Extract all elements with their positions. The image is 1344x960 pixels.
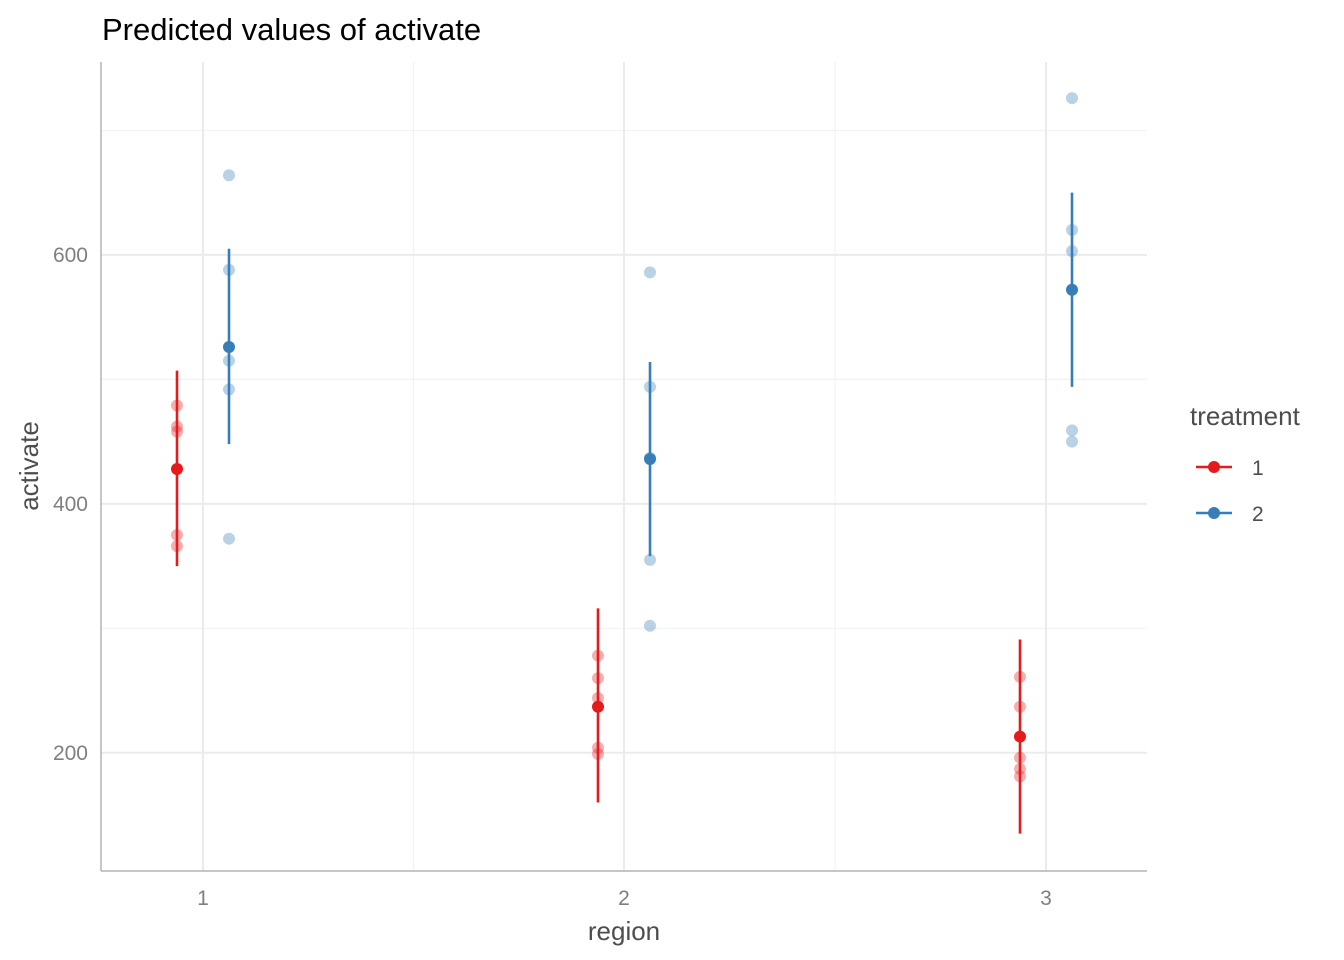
observed-point xyxy=(644,553,656,566)
y-tick-label: 600 xyxy=(53,244,88,267)
legend-label: 1 xyxy=(1252,457,1264,480)
legend-key-point xyxy=(1208,461,1220,473)
predicted-point xyxy=(592,700,604,713)
legend-items: 12 xyxy=(1196,457,1264,526)
y-tick-labels: 200 400 600 xyxy=(53,244,88,765)
predicted-point xyxy=(1014,730,1026,743)
y-tick-label: 200 xyxy=(53,742,88,765)
x-tick-label: 2 xyxy=(618,887,630,910)
legend: treatment 12 xyxy=(1190,401,1301,526)
legend-item: 1 xyxy=(1196,457,1264,480)
x-tick-label: 3 xyxy=(1040,887,1052,910)
legend-key-point xyxy=(1208,507,1220,519)
y-tick-label: 400 xyxy=(53,493,88,516)
x-tick-labels: 1 2 3 xyxy=(197,887,1052,910)
predicted-layer xyxy=(171,192,1078,834)
legend-label: 2 xyxy=(1252,503,1264,526)
x-tick-label: 1 xyxy=(197,887,209,910)
predicted-point xyxy=(171,462,183,475)
observed-point xyxy=(1066,92,1078,105)
predicted-point xyxy=(1066,283,1078,296)
x-axis-title: region xyxy=(588,916,660,946)
grid-layer xyxy=(101,62,1147,871)
legend-item: 2 xyxy=(1196,503,1264,526)
observed-point xyxy=(223,169,235,182)
chart-title: Predicted values of activate xyxy=(102,12,481,47)
observed-point xyxy=(223,532,235,545)
observed-point xyxy=(1066,424,1078,437)
observed-point xyxy=(1066,435,1078,448)
predicted-point xyxy=(644,453,656,466)
legend-title: treatment xyxy=(1190,401,1301,431)
predicted-point xyxy=(223,341,235,354)
observed-point xyxy=(644,266,656,279)
y-axis-title: activate xyxy=(14,421,44,511)
observed-point xyxy=(644,619,656,632)
